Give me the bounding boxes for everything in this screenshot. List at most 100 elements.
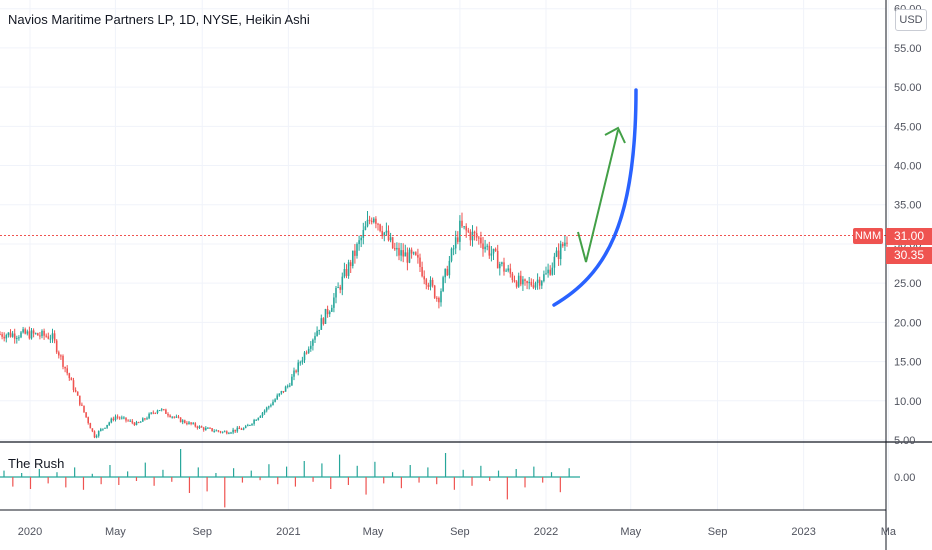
x-tick-label: Sep [708,526,728,538]
candle-body [171,416,173,418]
candle-body [394,248,396,250]
candle-body [494,248,497,251]
candle-body [446,268,449,276]
candle-body [177,416,180,418]
y-tick-label: 10.00 [894,396,922,408]
candle-body [280,391,283,394]
candle-body [488,245,491,256]
candle-body [484,246,486,250]
candle-body [209,427,211,429]
candle-body [263,410,266,413]
candle-body [270,405,272,407]
candle-body [410,249,413,254]
candle-body [173,416,176,418]
candle-body [431,279,434,286]
candle-body [37,333,39,336]
candle-body [66,368,68,374]
candle-body [352,250,354,266]
candle-body [356,244,358,256]
candle-body [83,405,85,413]
candle-body [106,424,108,428]
candle-body [196,426,199,428]
candle-body [74,389,77,392]
candle-body [444,268,446,278]
x-tick-label: May [363,526,384,538]
candle-body [547,269,549,274]
candle-body [482,243,484,250]
y-tick-label: 20.00 [894,317,922,329]
candle-body [261,412,264,417]
y-tick-label: 5.00 [894,435,915,447]
candle-body [324,308,327,324]
candle-body [419,257,421,268]
candle-body [499,263,501,269]
candle-body [259,416,262,418]
candle-body [377,223,379,225]
candle-body [251,423,253,425]
candle-body [213,431,215,433]
candle-body [408,249,411,263]
candle-body [370,220,373,223]
candle-body [64,366,66,369]
candle-body [326,308,329,315]
candle-body [293,370,295,377]
candle-body [146,418,148,420]
candle-body [368,219,371,221]
candle-body [469,231,472,241]
x-tick-label: May [620,526,641,538]
candle-body [102,428,104,430]
candle-body [230,432,232,434]
candle-body [49,338,52,340]
candle-body [467,230,470,232]
green-arrow-line [577,129,619,263]
candle-body [100,429,102,432]
candle-body [16,337,18,339]
candle-body [139,421,142,423]
candle-body [364,226,367,230]
candle-body [450,248,453,261]
prev-close-label: 30.35 [886,247,932,264]
candle-body [524,279,526,282]
y-tick-labels: 60.0055.0050.0045.0040.0035.0030.0025.00… [894,4,922,447]
candle-body [559,243,562,260]
candle-body [496,250,499,269]
last-price-label: 31.00 [886,228,932,245]
candle-body [108,422,110,425]
candle-body [144,418,146,420]
x-tick-label: Sep [192,526,212,538]
candle-body [551,267,554,275]
candle-body [58,352,60,356]
candle-body [184,420,186,423]
candle-body [158,410,161,412]
candle-body [207,427,209,429]
candle-body [137,422,140,424]
candle-body [555,250,558,257]
candle-body [39,335,41,337]
candle-body [135,422,138,426]
candle-body [383,232,386,237]
candle-body [125,417,127,421]
candle-body [167,413,169,416]
candle-body [331,307,333,312]
candle-body [133,422,136,426]
candle-body [465,226,467,231]
candle-body [198,426,201,428]
candle-body [160,409,163,411]
candle-body [156,410,159,413]
candle-body [202,427,205,430]
candle-body [366,219,369,227]
candle-body [253,419,255,424]
y-tick-label: 50.00 [894,82,922,94]
candle-body [343,269,346,277]
candle-body [362,229,365,238]
candle-body [381,230,383,237]
candle-body [442,277,444,292]
candle-body [110,418,113,423]
candle-body [532,285,535,288]
candle-body [205,427,207,430]
candle-body [41,330,43,337]
currency-button[interactable]: USD [895,9,927,31]
candle-body [354,250,356,256]
candle-body [347,262,350,276]
candle-body [127,420,129,422]
